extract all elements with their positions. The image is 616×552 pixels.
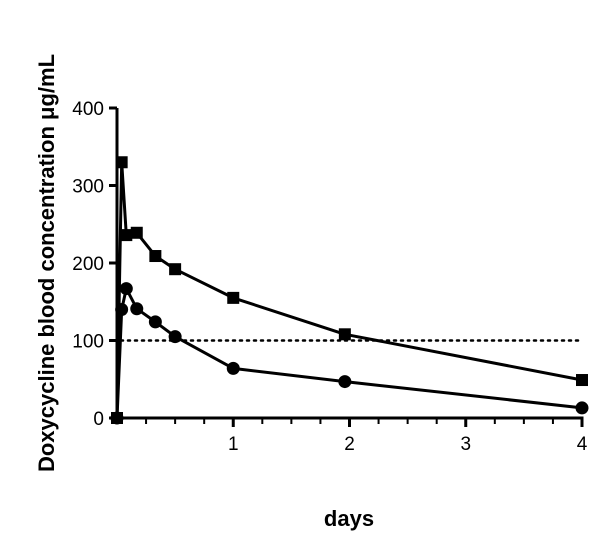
circle-series-point [148,315,162,329]
x-tick-label: 4 [577,434,588,455]
y-tick-label: 300 [72,177,104,198]
square-series-point [130,226,143,239]
x-tick-label: 3 [460,434,471,455]
square-series-point [115,156,128,169]
y-tick-label: 200 [72,254,104,275]
circle-series-point [115,303,129,316]
circle-series-point [168,330,182,344]
circle-series-point [119,282,133,296]
circle-series-line [115,287,583,419]
y-tick-label: 400 [72,99,104,120]
square-series-point [338,328,351,341]
axes: 0 100 200 300 400 1 2 3 4 [72,99,587,455]
circle-series-point [130,302,144,316]
y-tick-label: 0 [93,409,104,430]
circle-series-point [226,361,240,375]
x-tick-label: 1 [228,434,239,455]
x-tick-label: 2 [344,434,355,455]
circle-series-point [110,411,124,425]
x-axis-label: days [324,506,374,531]
square-series-point [169,263,182,276]
y-tick-label: 100 [72,332,104,353]
square-series-point [120,229,133,242]
series-group [110,156,589,425]
square-series-point [576,374,588,387]
square-series-point [149,250,162,263]
circle-series-point [575,401,589,415]
circle-series-point [338,375,352,389]
square-series-point [227,291,240,304]
y-axis-label: Doxycycline blood concentration μg/mL [34,54,59,472]
